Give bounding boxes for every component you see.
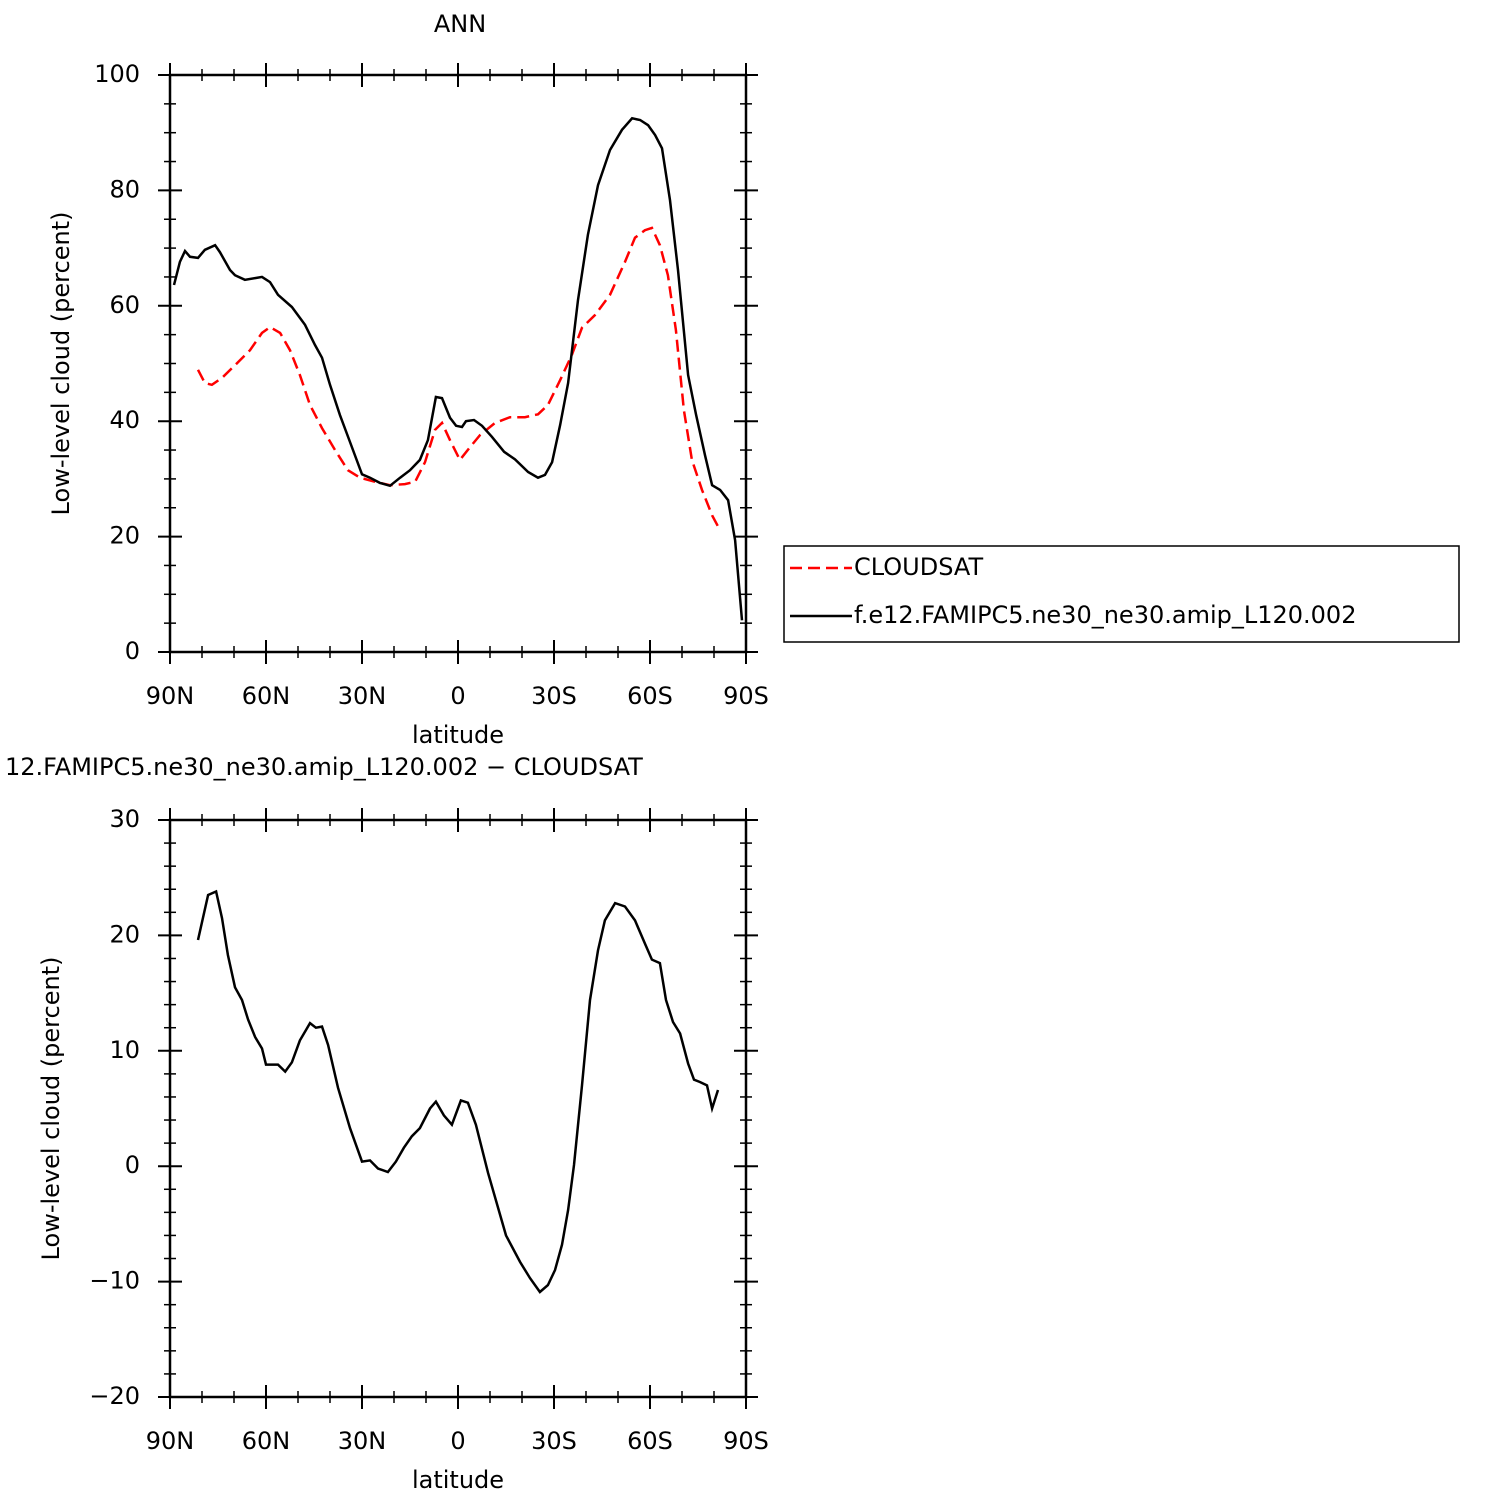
legend-box — [783, 545, 1460, 643]
data-line — [196, 226, 722, 531]
x-axis-label: latitude — [412, 1466, 504, 1494]
x-tick-label: 0 — [450, 1427, 465, 1455]
x-tick-label: 60S — [627, 682, 673, 710]
x-tick-label: 60N — [242, 682, 291, 710]
y-tick-label: 30 — [109, 805, 140, 833]
y-tick-label: 0 — [125, 637, 140, 665]
y-tick-label: 0 — [125, 1151, 140, 1179]
x-tick-label: 30N — [338, 1427, 387, 1455]
data-line — [196, 889, 720, 1294]
x-tick-label: 30N — [338, 682, 387, 710]
x-tick-label: 90N — [146, 1427, 195, 1455]
x-axis-label: latitude — [412, 721, 504, 749]
y-tick-label: 60 — [109, 291, 140, 319]
chart-title: 12.FAMIPC5.ne30_ne30.amip_L120.002 − CLO… — [5, 753, 643, 781]
plot-frame — [168, 73, 748, 654]
y-axis-label: Low-level cloud (percent) — [37, 957, 65, 1261]
x-tick-label: 60S — [627, 1427, 673, 1455]
legend-label: CLOUDSAT — [854, 553, 983, 581]
x-tick-label: 60N — [242, 1427, 291, 1455]
y-axis-label: Low-level cloud (percent) — [47, 212, 75, 516]
y-tick-label: 20 — [109, 920, 140, 948]
x-tick-label: 30S — [531, 1427, 577, 1455]
x-tick-label: 90S — [723, 1427, 769, 1455]
y-tick-label: −20 — [89, 1382, 140, 1410]
y-tick-label: −10 — [89, 1267, 140, 1295]
legend-label: f.e12.FAMIPC5.ne30_ne30.amip_L120.002 — [854, 601, 1356, 629]
y-tick-label: 80 — [109, 175, 140, 203]
y-tick-label: 10 — [109, 1036, 140, 1064]
x-tick-label: 90N — [146, 682, 195, 710]
chart-title: ANN — [434, 10, 486, 38]
y-tick-label: 100 — [94, 60, 140, 88]
data-line — [172, 116, 744, 621]
x-tick-label: 0 — [450, 682, 465, 710]
x-tick-label: 30S — [531, 682, 577, 710]
y-tick-label: 20 — [109, 522, 140, 550]
x-tick-label: 90S — [723, 682, 769, 710]
y-tick-label: 40 — [109, 406, 140, 434]
